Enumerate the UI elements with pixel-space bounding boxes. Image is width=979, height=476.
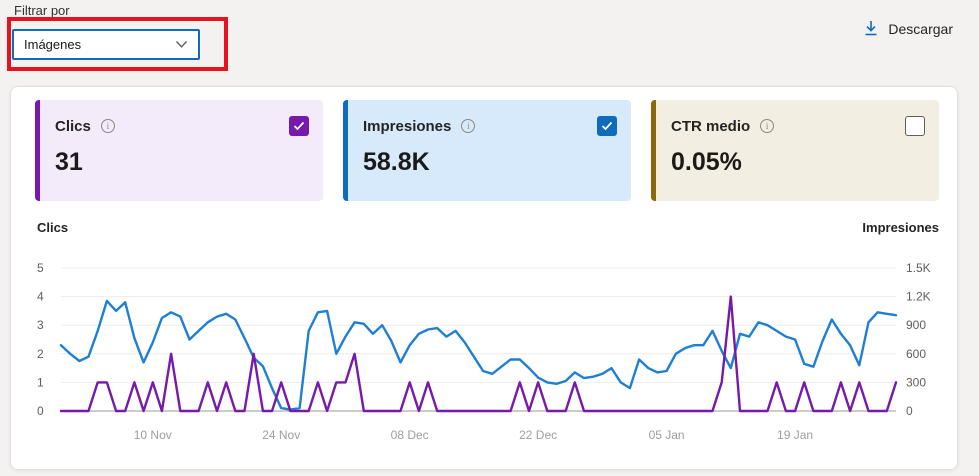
x-tick-label: 19 Jan	[777, 428, 813, 442]
metric-checkbox-impresiones[interactable]	[597, 116, 617, 136]
axis-tick-label-right: 1.2K	[906, 290, 931, 304]
info-icon[interactable]: i	[760, 119, 775, 133]
card-accent-stripe	[651, 100, 656, 201]
chart-area: 5 1.5K 4 1.2K 3 900 2 600 1 300 0 0 10 Nov 24 Nov 08 D…	[25, 243, 945, 463]
x-tick-label: 24 Nov	[262, 428, 300, 442]
x-tick-label: 08 Dec	[391, 428, 429, 442]
metric-checkbox-clics[interactable]	[289, 116, 309, 136]
metric-label: CTR medio	[671, 117, 751, 135]
checkmark-icon	[601, 121, 613, 131]
metric-value: 58.8K	[363, 148, 430, 176]
axis-tick-label-left: 3	[37, 318, 44, 332]
metric-label: Clics	[55, 117, 91, 135]
axis-tick-label-right: 1.5K	[906, 261, 931, 275]
metrics-panel: Clics i 31 Impresiones i 58.8K CTR	[10, 86, 958, 470]
card-accent-stripe	[35, 100, 40, 201]
metric-checkbox-ctr[interactable]	[905, 116, 925, 136]
metric-label: Impresiones	[363, 117, 452, 135]
axis-tick-label-left: 1	[37, 375, 44, 389]
metric-card-impresiones[interactable]: Impresiones i 58.8K	[343, 100, 631, 201]
x-tick-label: 22 Dec	[519, 428, 557, 442]
chart-axis-label-right: Impresiones	[862, 220, 939, 235]
x-tick-label: 05 Jan	[649, 428, 685, 442]
axis-tick-label-right: 0	[906, 404, 913, 418]
chevron-down-icon	[175, 41, 188, 48]
info-icon[interactable]: i	[461, 119, 476, 133]
axis-tick-label-left: 4	[37, 290, 44, 304]
filter-dropdown[interactable]: Imágenes	[12, 29, 200, 60]
series-line-clics	[59, 295, 898, 413]
card-accent-stripe	[343, 100, 348, 201]
series-line-impresiones	[59, 299, 898, 411]
download-icon	[865, 21, 877, 36]
axis-tick-label-right: 600	[906, 347, 926, 361]
metric-value: 31	[55, 148, 83, 176]
metric-card-ctr[interactable]: CTR medio i 0.05%	[651, 100, 939, 201]
axis-tick-label-right: 300	[906, 375, 926, 389]
axis-tick-label-left: 5	[37, 261, 44, 275]
checkmark-icon	[293, 121, 305, 131]
traffic-chart: 5 1.5K 4 1.2K 3 900 2 600 1 300 0 0 10 Nov 24 Nov 08 D…	[37, 261, 931, 442]
info-icon[interactable]: i	[100, 119, 115, 133]
download-button[interactable]: Descargar	[863, 20, 953, 37]
axis-tick-label-left: 0	[37, 404, 44, 418]
axis-tick-label-left: 2	[37, 347, 44, 361]
metric-cards-row: Clics i 31 Impresiones i 58.8K CTR	[35, 100, 939, 201]
filter-label: Filtrar por	[14, 3, 70, 18]
chart-axis-label-left: Clics	[37, 220, 69, 235]
metric-value: 0.05%	[671, 148, 742, 176]
x-tick-label: 10 Nov	[134, 428, 172, 442]
filter-dropdown-value: Imágenes	[24, 37, 82, 52]
axis-tick-label-right: 900	[906, 318, 926, 332]
metric-card-clics[interactable]: Clics i 31	[35, 100, 323, 201]
download-label: Descargar	[888, 20, 953, 37]
